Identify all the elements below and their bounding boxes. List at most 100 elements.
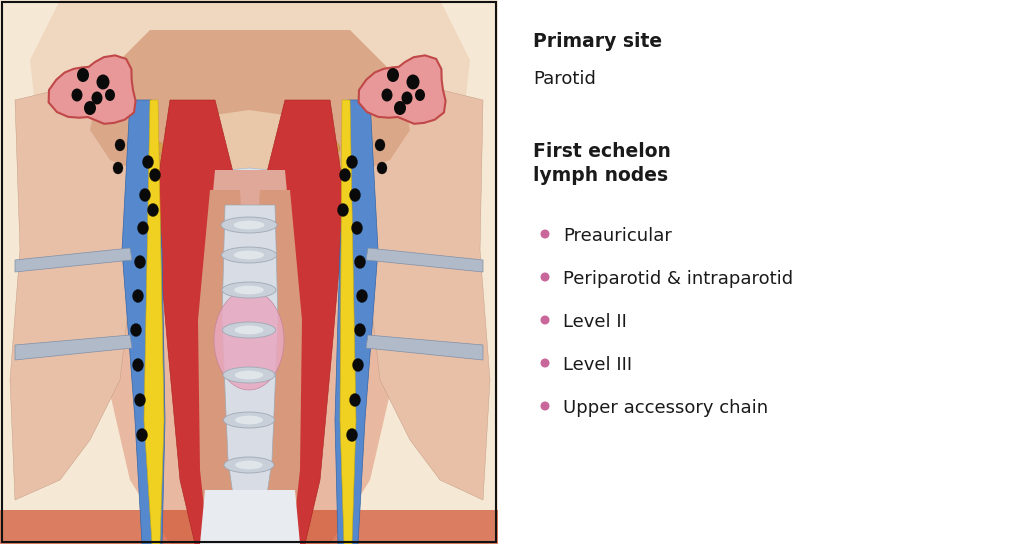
Ellipse shape bbox=[165, 136, 179, 148]
Ellipse shape bbox=[300, 154, 314, 166]
Ellipse shape bbox=[375, 139, 385, 151]
Text: Level II: Level II bbox=[563, 313, 626, 331]
Ellipse shape bbox=[355, 256, 366, 269]
Ellipse shape bbox=[105, 89, 115, 101]
Polygon shape bbox=[365, 80, 490, 500]
Ellipse shape bbox=[135, 256, 145, 269]
Text: Preauricular: Preauricular bbox=[563, 227, 671, 245]
Polygon shape bbox=[200, 490, 300, 544]
Polygon shape bbox=[252, 190, 301, 544]
Ellipse shape bbox=[234, 221, 265, 230]
Circle shape bbox=[541, 230, 550, 238]
Ellipse shape bbox=[235, 500, 263, 509]
Bar bbox=[0, 0, 498, 544]
Ellipse shape bbox=[387, 68, 399, 82]
Ellipse shape bbox=[290, 136, 304, 148]
Ellipse shape bbox=[214, 290, 284, 390]
Polygon shape bbox=[340, 100, 356, 544]
Ellipse shape bbox=[381, 89, 392, 102]
Ellipse shape bbox=[415, 89, 425, 101]
Ellipse shape bbox=[165, 124, 179, 136]
Ellipse shape bbox=[352, 221, 363, 234]
Ellipse shape bbox=[223, 322, 276, 338]
Ellipse shape bbox=[133, 358, 143, 372]
Ellipse shape bbox=[353, 358, 364, 372]
Text: Periparotid & intraparotid: Periparotid & intraparotid bbox=[563, 270, 793, 288]
Ellipse shape bbox=[178, 136, 192, 148]
Ellipse shape bbox=[162, 142, 177, 154]
Bar bbox=[0, 0, 498, 544]
Ellipse shape bbox=[402, 91, 413, 104]
Ellipse shape bbox=[350, 189, 361, 201]
Polygon shape bbox=[170, 110, 330, 185]
Ellipse shape bbox=[176, 142, 190, 154]
Ellipse shape bbox=[303, 124, 317, 136]
Ellipse shape bbox=[357, 289, 368, 302]
Text: Parotid: Parotid bbox=[533, 70, 596, 88]
Polygon shape bbox=[180, 168, 320, 205]
Ellipse shape bbox=[303, 136, 317, 148]
Polygon shape bbox=[222, 205, 278, 544]
Polygon shape bbox=[366, 248, 483, 272]
Circle shape bbox=[541, 273, 550, 281]
Ellipse shape bbox=[222, 282, 276, 298]
Polygon shape bbox=[30, 0, 470, 215]
Ellipse shape bbox=[235, 416, 263, 424]
Ellipse shape bbox=[176, 154, 190, 166]
Ellipse shape bbox=[350, 393, 361, 406]
Polygon shape bbox=[90, 30, 410, 195]
Ellipse shape bbox=[135, 393, 145, 406]
Polygon shape bbox=[205, 170, 295, 544]
Ellipse shape bbox=[162, 154, 177, 166]
Text: First echelon
lymph nodes: First echelon lymph nodes bbox=[533, 142, 670, 186]
Ellipse shape bbox=[346, 429, 358, 442]
Ellipse shape bbox=[191, 124, 205, 136]
Ellipse shape bbox=[149, 169, 160, 182]
Ellipse shape bbox=[84, 101, 96, 115]
Circle shape bbox=[541, 401, 550, 411]
Ellipse shape bbox=[77, 68, 89, 82]
Ellipse shape bbox=[326, 142, 340, 154]
Ellipse shape bbox=[234, 326, 264, 335]
Ellipse shape bbox=[290, 124, 304, 136]
Polygon shape bbox=[155, 100, 248, 544]
Ellipse shape bbox=[377, 162, 387, 174]
Ellipse shape bbox=[235, 461, 263, 469]
Ellipse shape bbox=[150, 142, 164, 154]
Ellipse shape bbox=[139, 189, 150, 201]
Polygon shape bbox=[144, 100, 164, 544]
Polygon shape bbox=[49, 55, 136, 124]
Polygon shape bbox=[0, 510, 498, 544]
Bar bbox=[2, 2, 496, 542]
Ellipse shape bbox=[224, 412, 275, 428]
Ellipse shape bbox=[313, 142, 327, 154]
Ellipse shape bbox=[138, 221, 148, 234]
Polygon shape bbox=[250, 100, 345, 544]
Text: Level III: Level III bbox=[563, 356, 633, 374]
Ellipse shape bbox=[407, 75, 419, 90]
Ellipse shape bbox=[113, 162, 123, 174]
Polygon shape bbox=[10, 80, 135, 500]
Ellipse shape bbox=[222, 247, 277, 263]
Ellipse shape bbox=[337, 203, 349, 217]
Ellipse shape bbox=[394, 101, 406, 115]
Ellipse shape bbox=[115, 139, 125, 151]
Ellipse shape bbox=[96, 75, 109, 90]
Ellipse shape bbox=[72, 89, 83, 102]
Circle shape bbox=[541, 316, 550, 325]
Ellipse shape bbox=[150, 154, 164, 166]
Ellipse shape bbox=[355, 324, 366, 337]
Ellipse shape bbox=[313, 154, 327, 166]
Ellipse shape bbox=[234, 286, 264, 294]
Ellipse shape bbox=[178, 124, 192, 136]
Ellipse shape bbox=[147, 203, 158, 217]
Ellipse shape bbox=[142, 156, 153, 169]
Ellipse shape bbox=[191, 136, 205, 148]
Polygon shape bbox=[198, 190, 248, 544]
Text: Primary site: Primary site bbox=[533, 32, 662, 51]
Ellipse shape bbox=[131, 324, 141, 337]
Ellipse shape bbox=[224, 457, 274, 473]
Ellipse shape bbox=[235, 370, 264, 379]
Ellipse shape bbox=[92, 91, 102, 104]
Polygon shape bbox=[15, 335, 132, 360]
